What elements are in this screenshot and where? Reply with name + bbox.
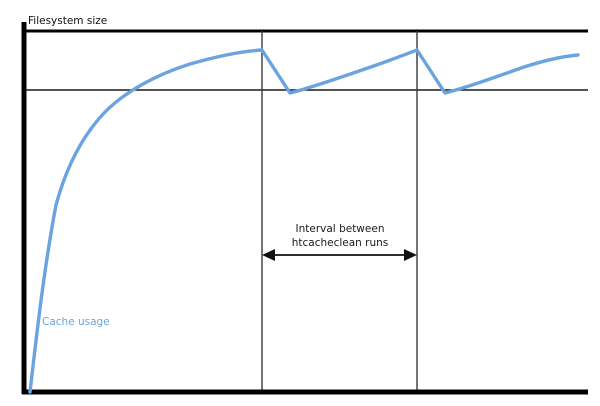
cache-usage-label: Cache usage bbox=[42, 316, 110, 328]
arrow-right-icon bbox=[404, 249, 417, 261]
filesystem-size-label: Filesystem size bbox=[28, 15, 107, 27]
interval-annotation-line-1: Interval between bbox=[296, 223, 385, 235]
cache-usage-curve bbox=[28, 48, 580, 394]
interval-annotation-line-2: htcacheclean runs bbox=[292, 237, 389, 249]
arrow-left-icon bbox=[262, 249, 275, 261]
